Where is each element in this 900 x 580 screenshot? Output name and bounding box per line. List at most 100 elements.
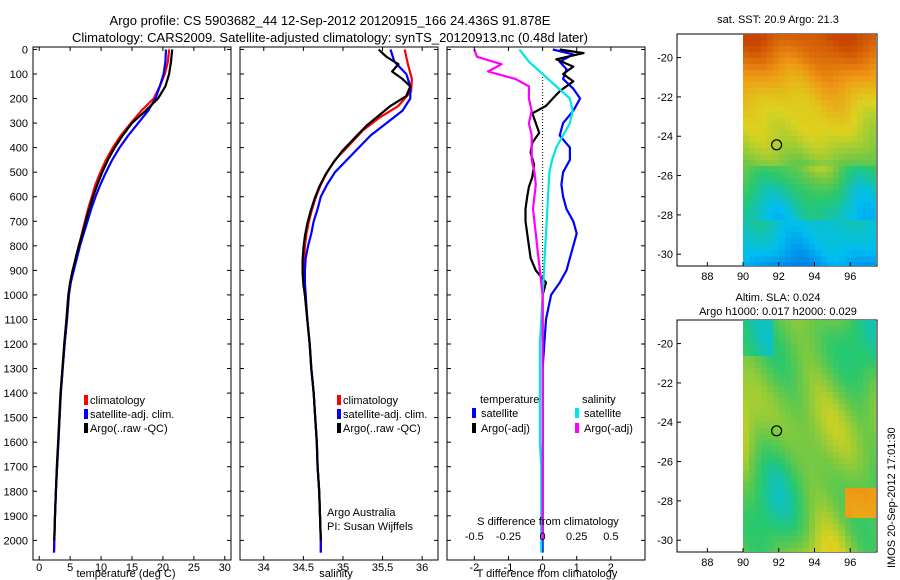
map-cell [797,202,803,208]
map-cell [851,422,857,428]
map-cell [755,214,761,220]
map-cell [791,320,797,326]
map-cell [773,106,779,112]
map-cell [797,434,803,440]
map-cell [875,238,876,244]
map-cell [875,94,876,100]
map-cell [755,100,761,106]
map-cell [779,344,785,350]
map-cell [815,172,821,178]
map-cell [749,214,755,220]
map-cell [863,148,869,154]
map-cell [851,440,857,446]
map-cell [827,332,833,338]
map-cell [761,226,767,232]
map-cell [743,476,749,482]
map-cell [839,238,845,244]
map-cell [863,512,869,518]
map-cell [851,112,857,118]
map-cell [851,452,857,458]
map-cell [761,124,767,130]
map-cell [833,374,839,380]
map-cell [749,136,755,142]
map-cell [827,518,833,524]
map-cell [803,244,809,250]
map-cell [839,184,845,190]
map-cell [857,148,863,154]
map-cell [809,356,815,362]
map-cell [827,494,833,500]
map-cell [821,214,827,220]
map-cell [863,40,869,46]
map-cell [773,76,779,82]
map-cell [755,148,761,154]
map-cell [815,476,821,482]
map-cell [851,542,857,548]
map-cell [761,46,767,52]
map-cell [821,46,827,52]
map-cell [827,220,833,226]
map-cell [767,476,773,482]
map-cell [803,398,809,404]
map-cell [743,470,749,476]
map-cell [785,232,791,238]
legend-swatch-argo [337,423,341,433]
map-cell [839,410,845,416]
map-cell [797,250,803,256]
map-cell [743,82,749,88]
map-cell [833,386,839,392]
profile-location-marker [771,425,783,437]
map-cell [773,142,779,148]
map-cell [845,326,851,332]
map-cell [821,106,827,112]
map-cell [761,178,767,184]
map-cell [809,118,815,124]
map-cell [809,536,815,542]
map-cell [851,100,857,106]
map-cell [791,452,797,458]
sdiff-tick-label: -0.25 [496,531,521,543]
map-cell [773,58,779,64]
map-cell [743,178,749,184]
map-cell [809,130,815,136]
map-cell [743,214,749,220]
map-cell [743,196,749,202]
map-cell [845,374,851,380]
map-cell [791,494,797,500]
map-cell [875,356,876,362]
map-cell [833,52,839,58]
map-cell [821,250,827,256]
map-cell [743,238,749,244]
depth-tick-label: 900 [10,265,28,277]
map-cell [749,536,755,542]
map-cell [797,70,803,76]
map-cell [845,46,851,52]
map-cell [839,542,845,548]
map-cell [785,530,791,536]
map-cell [815,112,821,118]
map-cell [743,244,749,250]
map-cell [773,172,779,178]
map-cell [791,94,797,100]
map-cell [875,160,876,166]
map-x-tick-label: 96 [844,557,856,569]
map-cell [785,548,791,552]
map-cell [845,208,851,214]
map-cell [863,380,869,386]
legend-header-temperature: temperature [480,394,539,406]
map-cell [791,160,797,166]
map-cell [743,232,749,238]
map-cell [743,250,749,256]
sla-map-title-line1: Altim. SLA: 0.024 [736,292,821,304]
map-cell [827,542,833,548]
map-cell [779,356,785,362]
map-cell [761,476,767,482]
map-cell [839,142,845,148]
map-cell [803,148,809,154]
map-cell [863,500,869,506]
map-cell [839,190,845,196]
map-cell [749,94,755,100]
map-cell [863,184,869,190]
map-cell [851,118,857,124]
map-cell [857,350,863,356]
